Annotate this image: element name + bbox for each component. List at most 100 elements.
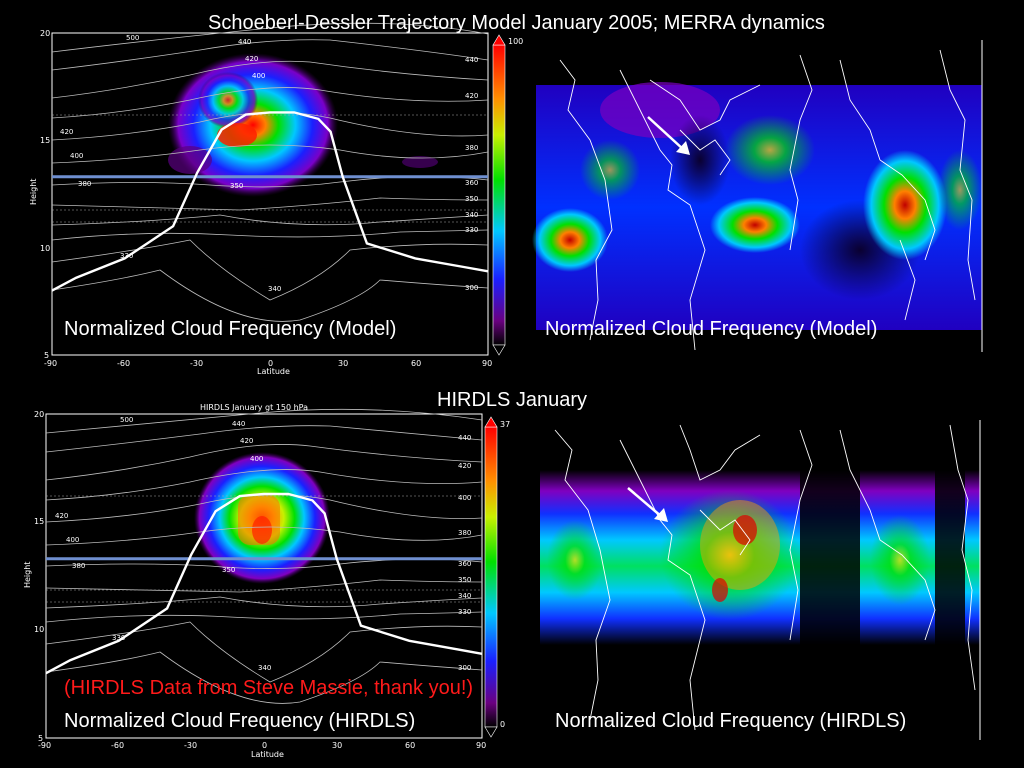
hirdls-xtick-0: 0 xyxy=(262,741,267,750)
svg-text:350: 350 xyxy=(230,182,243,190)
svg-text:340: 340 xyxy=(268,285,281,293)
model-map xyxy=(532,40,983,352)
svg-text:500: 500 xyxy=(120,416,133,424)
hirdls-cloud-peak xyxy=(252,516,272,544)
model-colorbar-max: 100 xyxy=(508,37,523,46)
svg-text:350: 350 xyxy=(465,195,478,203)
model-map-green-3 xyxy=(938,150,982,230)
hirdls-map-red-1 xyxy=(733,515,757,545)
model-theta-contours xyxy=(51,22,489,322)
svg-text:400: 400 xyxy=(458,494,471,502)
model-colorbar-bottom-arrow xyxy=(492,344,506,356)
hirdls-ytick-20: 20 xyxy=(34,410,44,419)
hirdls-map-green-3 xyxy=(870,515,930,605)
svg-text:380: 380 xyxy=(72,562,85,570)
hirdls-colorbar-min: 0 xyxy=(500,720,505,729)
svg-text:420: 420 xyxy=(55,512,68,520)
model-ytick-10: 10 xyxy=(40,244,50,253)
model-xtick-0: 0 xyxy=(268,359,273,368)
hirdls-map-gap-2 xyxy=(935,470,965,645)
svg-text:360: 360 xyxy=(465,179,478,187)
svg-text:420: 420 xyxy=(240,437,253,445)
caption-hirdls-cross-section: Normalized Cloud Frequency (HIRDLS) xyxy=(64,710,416,732)
hirdls-ytick-10: 10 xyxy=(34,625,44,634)
svg-text:400: 400 xyxy=(250,455,263,463)
hirdls-map-red-2 xyxy=(712,578,728,602)
model-map-green-2 xyxy=(580,140,640,200)
svg-text:330: 330 xyxy=(458,608,471,616)
hirdls-map-green-1 xyxy=(660,490,800,620)
model-map-hotspot-2 xyxy=(863,150,947,260)
svg-text:340: 340 xyxy=(258,664,271,672)
hirdls-ylabel: Height xyxy=(23,562,32,588)
svg-text:420: 420 xyxy=(60,128,73,136)
caption-hirdls-map: Normalized Cloud Frequency (HIRDLS) xyxy=(555,710,907,732)
svg-text:400: 400 xyxy=(252,72,265,80)
model-xtick-30: 30 xyxy=(338,359,348,368)
model-map-dark-region xyxy=(670,115,730,205)
svg-text:400: 400 xyxy=(66,536,79,544)
hirdls-colorbar xyxy=(484,426,498,728)
hirdls-map-orange xyxy=(700,500,780,590)
svg-text:340: 340 xyxy=(465,211,478,219)
svg-text:380: 380 xyxy=(78,180,91,188)
hirdls-map-coastlines xyxy=(554,424,976,731)
hirdls-chart-title: HIRDLS January gt 150 hPa xyxy=(200,403,308,412)
svg-text:400: 400 xyxy=(70,152,83,160)
svg-text:420: 420 xyxy=(245,55,258,63)
model-xtick-m60: -60 xyxy=(117,359,130,368)
hirdls-colorbar-bottom-arrow xyxy=(484,726,498,738)
hirdls-map xyxy=(540,420,981,740)
hirdls-ytick-5: 5 xyxy=(38,734,43,743)
hirdls-xtick-30: 30 xyxy=(332,741,342,750)
svg-text:380: 380 xyxy=(458,529,471,537)
svg-text:350: 350 xyxy=(222,566,235,574)
model-ytick-5: 5 xyxy=(44,351,49,360)
hirdls-xtick-90: 90 xyxy=(476,741,486,750)
model-xlabel: Latitude xyxy=(257,367,290,376)
hirdls-xtick-m60: -60 xyxy=(111,741,124,750)
hirdls-colorbar-max: 37 xyxy=(500,420,510,429)
svg-text:440: 440 xyxy=(458,434,471,442)
svg-text:330: 330 xyxy=(112,634,125,642)
hirdls-ytick-15: 15 xyxy=(34,517,44,526)
model-xtick-m30: -30 xyxy=(190,359,203,368)
model-tropopause-line xyxy=(51,111,489,292)
caption-model-cross-section: Normalized Cloud Frequency (Model) xyxy=(64,318,397,340)
model-map-arrow xyxy=(647,116,690,155)
svg-text:440: 440 xyxy=(465,56,478,64)
svg-text:330: 330 xyxy=(465,226,478,234)
hirdls-map-gap-1 xyxy=(800,470,860,645)
model-colorbar-top-arrow xyxy=(492,34,506,46)
model-cloud-lobe xyxy=(198,72,258,128)
svg-text:440: 440 xyxy=(238,38,251,46)
svg-text:360: 360 xyxy=(458,560,471,568)
model-xtick-m90: -90 xyxy=(44,359,57,368)
slide-title: Schoeberl-Dessler Trajectory Model Janua… xyxy=(208,12,825,34)
model-map-green-1 xyxy=(725,115,815,185)
hirdls-map-arrow xyxy=(627,487,668,522)
caption-model-map: Normalized Cloud Frequency (Model) xyxy=(545,318,878,340)
model-cloud-edge-nh xyxy=(402,156,438,168)
svg-text:300: 300 xyxy=(458,664,471,672)
hirdls-xlabel: Latitude xyxy=(251,750,284,759)
svg-text:500: 500 xyxy=(126,34,139,42)
model-ylabel: Height xyxy=(29,179,38,205)
model-ytick-15: 15 xyxy=(40,136,50,145)
model-ytick-20: 20 xyxy=(40,29,50,38)
credit-text: (HIRDLS Data from Steve Massie, thank yo… xyxy=(64,677,474,699)
svg-text:420: 420 xyxy=(465,92,478,100)
model-xtick-60: 60 xyxy=(411,359,421,368)
svg-text:380: 380 xyxy=(465,144,478,152)
hirdls-map-green-2 xyxy=(547,520,603,600)
model-map-coastlines xyxy=(559,49,976,351)
hirdls-xtick-m30: -30 xyxy=(184,741,197,750)
model-cloud-peak xyxy=(217,123,257,147)
svg-text:350: 350 xyxy=(458,576,471,584)
hirdls-colorbar-top-arrow xyxy=(484,416,498,428)
hirdls-axis-ticks: 20 15 10 5 -90 -60 -30 0 30 60 90 Latitu… xyxy=(23,410,486,759)
model-map-hotspot-3 xyxy=(710,197,800,253)
